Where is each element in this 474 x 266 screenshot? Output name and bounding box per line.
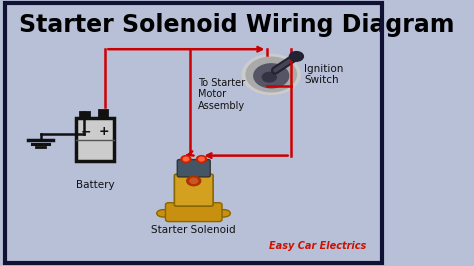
Circle shape [262, 72, 276, 82]
FancyBboxPatch shape [174, 174, 213, 206]
Text: Battery: Battery [76, 180, 114, 190]
Circle shape [242, 55, 301, 94]
FancyBboxPatch shape [99, 110, 107, 118]
Text: Starter Solenoid Wiring Diagram: Starter Solenoid Wiring Diagram [19, 13, 455, 37]
Circle shape [246, 57, 296, 92]
FancyBboxPatch shape [177, 160, 210, 177]
FancyBboxPatch shape [80, 112, 89, 118]
FancyBboxPatch shape [75, 118, 114, 161]
Ellipse shape [157, 210, 170, 217]
Text: +: + [98, 126, 109, 139]
Text: Ignition
Switch: Ignition Switch [304, 64, 344, 85]
Circle shape [190, 178, 198, 184]
Circle shape [196, 156, 207, 163]
Text: Easy Car Electrics: Easy Car Electrics [269, 241, 366, 251]
Circle shape [181, 156, 191, 163]
Circle shape [290, 52, 303, 61]
Circle shape [254, 64, 289, 88]
Ellipse shape [217, 210, 230, 217]
Circle shape [199, 157, 204, 161]
Text: To Starter
Motor
Assembly: To Starter Motor Assembly [198, 78, 245, 111]
FancyBboxPatch shape [165, 203, 222, 222]
Circle shape [183, 157, 189, 161]
Circle shape [187, 176, 201, 186]
Text: −: − [81, 126, 91, 139]
Text: Starter Solenoid: Starter Solenoid [151, 225, 236, 235]
